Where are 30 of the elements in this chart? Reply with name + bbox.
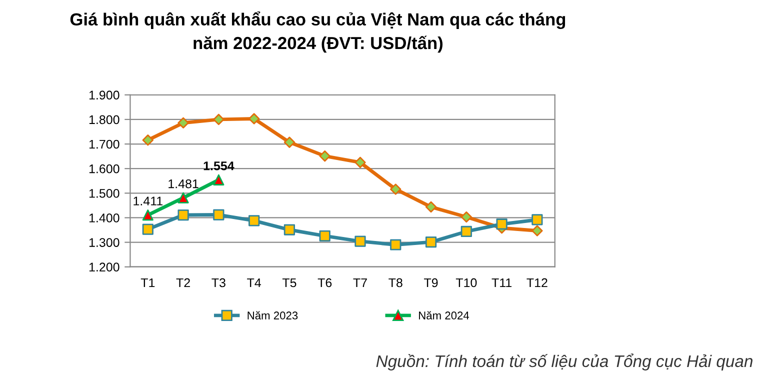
y-tick-label: 1.600: [89, 164, 120, 174]
data-label: 1.411: [134, 196, 162, 206]
y-tick-label: 1.500: [89, 188, 120, 198]
y-tick-label: 1.800: [89, 115, 120, 124]
data-label: 1.554: [204, 162, 234, 170]
x-tick-label: T10: [456, 278, 477, 288]
x-tick-label: T8: [388, 278, 402, 288]
chart-title: Giá bình quân xuất khẩu cao su của Việt Nam qua các tháng năm 2022-2024 (ĐVT: USD/tấn): [70, 11, 566, 53]
point: [213, 174, 224, 186]
x-tick-label: T12: [526, 278, 548, 288]
y-tick-label: 1.400: [89, 214, 120, 222]
y-tick-label: 1.300: [89, 238, 120, 247]
legend-label: Năm 2023: [248, 311, 298, 320]
x-tick-label: T6: [318, 278, 332, 288]
data-label: 1.481: [168, 179, 198, 188]
x-tick-label: T4: [247, 278, 261, 288]
x-tick-label: T2: [176, 278, 190, 288]
x-tick-label: T11: [492, 278, 512, 288]
text: Nguồn: Tính toán từ số liệu của Tổng cục Hải quan: [376, 354, 752, 370]
legend-label: Năm 2024: [419, 311, 470, 320]
y-tick-label: 1.900: [89, 90, 120, 100]
y-tick-label: 1.700: [89, 140, 120, 149]
x-tick-label: T1: [140, 278, 155, 288]
point: [142, 209, 154, 221]
point: [178, 192, 189, 204]
x-tick-label: T5: [282, 278, 296, 288]
x-tick-label: T9: [424, 278, 438, 288]
x-tick-label: T7: [353, 278, 367, 288]
y-tick-label: 1.200: [89, 262, 120, 272]
x-tick-label: T3: [212, 278, 226, 288]
